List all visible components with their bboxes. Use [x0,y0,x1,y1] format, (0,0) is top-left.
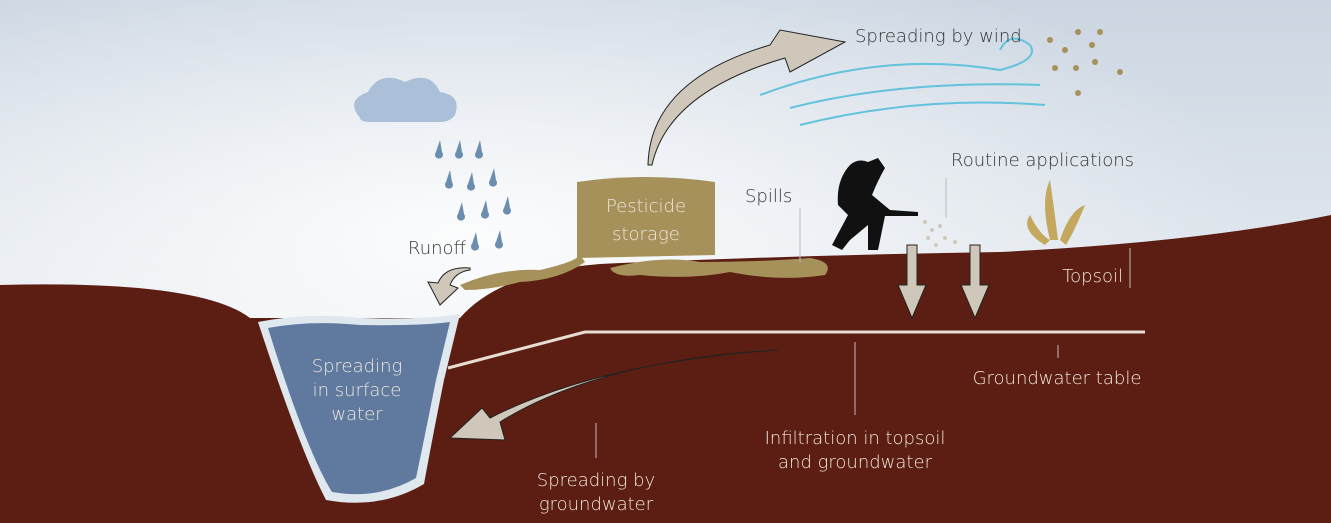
storage [577,177,715,258]
diagram: Spreading by wind Routine applications P… [0,0,1331,523]
label: Spreading [312,356,403,377]
label: Runoff [408,238,467,259]
label: and groundwater [778,452,933,473]
label: Infiltration in topsoil [765,428,946,449]
label: water [331,404,383,425]
label: Spills [745,186,792,207]
label: Pesticide [606,196,686,217]
label: Routine applications [951,150,1134,171]
label: groundwater [539,494,654,515]
label: Spreading by [537,470,655,491]
label: storage [612,224,680,245]
label: Spreading by wind [855,26,1022,47]
label: Topsoil [1062,266,1123,287]
label: Groundwater table [973,368,1142,389]
label: in surface [313,380,402,401]
